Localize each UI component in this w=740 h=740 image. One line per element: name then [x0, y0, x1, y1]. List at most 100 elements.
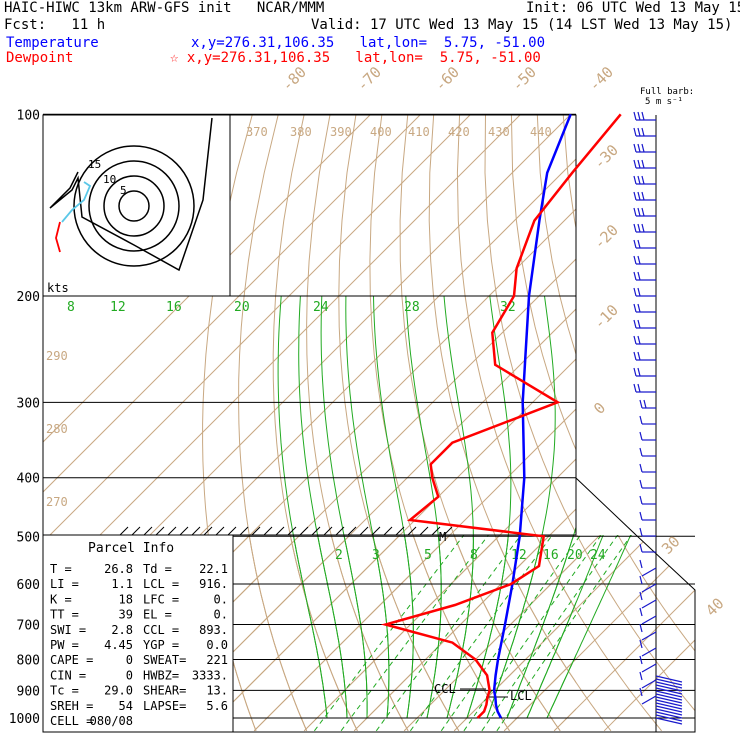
wind-barb-flag [637, 111, 641, 121]
wind-barb-dense [655, 705, 683, 713]
mixing-ratio-line [314, 535, 468, 732]
isotherm-label: -60 [431, 63, 463, 95]
parcel-value: 2.8 [111, 623, 133, 637]
wind-barb-flag [641, 111, 645, 121]
hodograph-ring-label: 15 [88, 158, 101, 171]
dry-adiabat [399, 535, 561, 732]
mixing-ratio-line [375, 535, 525, 732]
isotherm-line [453, 608, 576, 732]
parcel-key: K = [50, 592, 72, 606]
moist-adiabat [298, 295, 348, 719]
wind-barb-flag [639, 623, 643, 633]
wind-barb-flag [639, 543, 643, 553]
parcel-key: LI = [50, 577, 79, 591]
isotherm-line [403, 535, 695, 732]
hatch-tick [335, 526, 345, 536]
chart-title: HAIC-HIWC 13km ARW-GFS init NCAR/MMM [4, 0, 325, 16]
wind-barb-flag [633, 127, 637, 137]
parcel-key: SREH = [50, 699, 93, 713]
parcel-frame [42, 534, 234, 733]
moist-adiabat [298, 535, 348, 719]
theta-label: 420 [448, 125, 470, 139]
isotherm-label: -50 [508, 63, 540, 95]
sounding-profiles [380, 113, 622, 719]
wind-barb-flag [637, 239, 641, 249]
theta-label: 390 [330, 125, 352, 139]
dry-adiabat [338, 535, 460, 732]
theta-e-label: 24 [313, 300, 329, 315]
hodograph-ring [73, 145, 195, 267]
barb-scale-unit: 5 m s⁻¹ [645, 97, 683, 107]
wind-barb-flag [633, 319, 637, 329]
hatch-tick [179, 526, 189, 536]
theta-label: 290 [46, 349, 68, 363]
dry-adiabat [510, 115, 576, 451]
theta-label: 430 [488, 125, 510, 139]
isotherm-label: -70 [353, 63, 385, 95]
mixing-ratio-line [440, 535, 584, 732]
isotherm-label: 0 [590, 399, 609, 418]
dry-adiabat [510, 535, 695, 732]
dry-adiabat [456, 535, 662, 732]
hatch-tick [419, 526, 429, 536]
parcel-value: 221 [206, 653, 228, 667]
wind-barb-flag [639, 671, 643, 681]
theta-label: 270 [46, 495, 68, 509]
parcel-value: 0.0 [206, 638, 228, 652]
wind-barb-flag [637, 175, 641, 185]
theta-e-label: 8 [67, 300, 75, 315]
parcel-value: 0. [214, 592, 228, 606]
wind-barb-flag [641, 175, 645, 185]
init-time: Init: 06 UTC Wed 13 May 15 [526, 0, 740, 16]
theta-label: 280 [46, 422, 68, 436]
parcel-key: HWBZ= [143, 668, 179, 682]
wind-barb-dense [655, 714, 683, 722]
wind-barb-flag [637, 303, 641, 313]
wind-barb-dense [655, 687, 683, 695]
moist-adiabat [466, 535, 512, 719]
wind-barb-dense [655, 702, 683, 710]
parcel-value: 0. [214, 608, 228, 622]
hodograph-ring-label: 5 [120, 184, 127, 197]
pressure-label: 300 [17, 396, 40, 411]
dry-adiabat [536, 535, 695, 732]
theta-label: 380 [290, 125, 312, 139]
parcel-value: 916. [199, 577, 228, 591]
hatch-tick [359, 526, 369, 536]
dry-adiabat [589, 114, 740, 731]
wind-barb-dense [655, 717, 683, 725]
isotherm-label: 40 [702, 594, 728, 620]
wind-barb-flag [641, 143, 645, 153]
parcel-value: 26.8 [104, 562, 133, 576]
dry-adiabat [666, 535, 695, 732]
parcel-key: YGP = [143, 638, 179, 652]
hatch-tick [383, 526, 393, 536]
parcel-key: LAPSE= [143, 699, 186, 713]
isotherm-line [603, 535, 695, 732]
wind-barb-dense [655, 690, 683, 698]
wind-barb-flag [639, 655, 643, 665]
wind-barb [641, 631, 657, 641]
hodograph-ring [88, 160, 180, 252]
parcel-key: LCL = [143, 577, 179, 591]
wind-barb-flag [633, 287, 637, 297]
parcel-value: 18 [119, 592, 133, 606]
pressure-label: 100 [17, 108, 40, 123]
dry-adiabat [719, 114, 740, 731]
wind-barb-flag [637, 367, 641, 377]
upper-frame [42, 114, 577, 536]
level-marker-ccl: CCL [434, 682, 456, 696]
wind-barb-dense [655, 711, 683, 719]
wind-barb-flag [639, 511, 643, 521]
theta-label: 370 [246, 125, 268, 139]
wind-barb-flag [633, 159, 637, 169]
wind-barb-flag [637, 335, 641, 345]
isotherm-line [253, 535, 695, 732]
wind-barb-flag [637, 271, 641, 281]
dry-adiabat [692, 535, 695, 732]
dewpoint-legend: Dewpoint [6, 50, 74, 66]
wind-barb-flag [639, 639, 643, 649]
parcel-key: Td = [143, 562, 172, 576]
theta-e-label: 28 [404, 300, 420, 315]
parcel-key: SWEAT= [143, 653, 186, 667]
